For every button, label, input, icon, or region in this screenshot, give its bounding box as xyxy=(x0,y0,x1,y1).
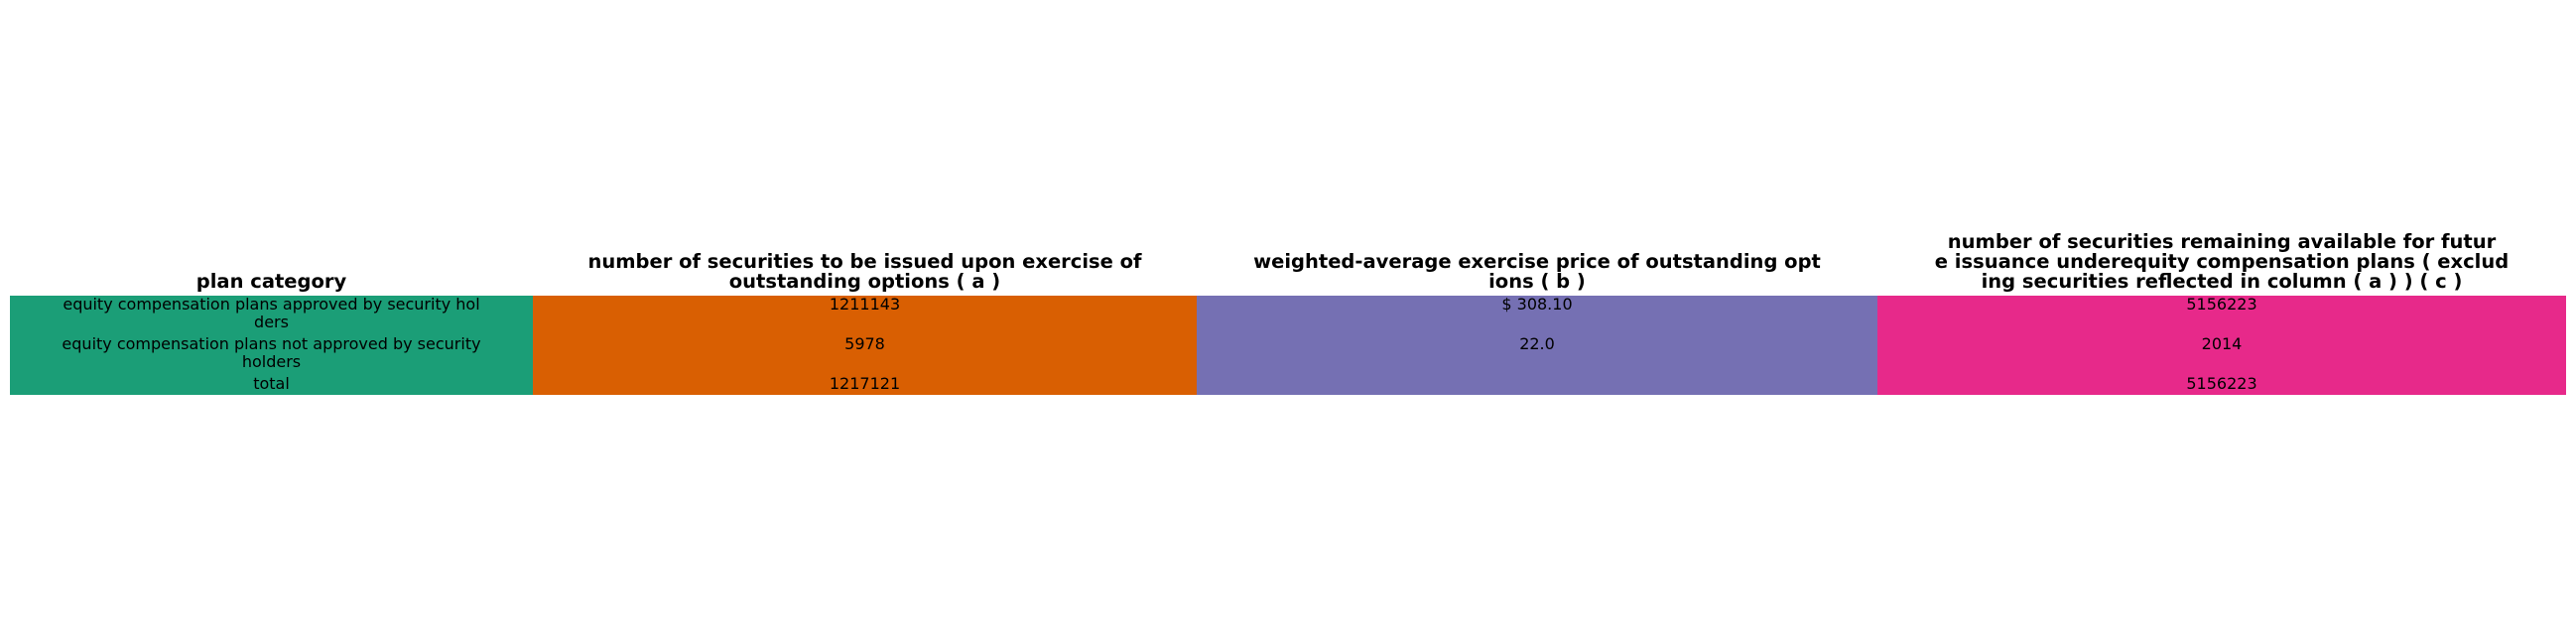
column-securities-remaining: 5156223 2014 5156223 xyxy=(1877,296,2566,395)
column-plan-category: equity compensation plans approved by se… xyxy=(10,296,533,395)
cell-row2-securities-to-be-issued: 5978 xyxy=(844,334,885,353)
header-securities-remaining-label: number of securities remaining available… xyxy=(1934,230,2510,293)
cell-row3-securities-to-be-issued: 1217121 xyxy=(829,374,901,393)
column-securities-to-be-issued: 1211143 5978 1217121 xyxy=(533,296,1197,395)
header-weighted-average-price: weighted-average exercise price of outst… xyxy=(1197,230,1877,296)
header-securities-remaining: number of securities remaining available… xyxy=(1877,230,2566,296)
header-securities-to-be-issued: number of securities to be issued upon e… xyxy=(533,230,1197,296)
column-weighted-average-price: $ 308.10 22.0 xyxy=(1197,296,1877,395)
cell-row2-securities-remaining: 2014 xyxy=(2201,334,2243,353)
header-plan-category: plan category xyxy=(10,230,533,296)
cell-row1-plan-category: equity compensation plans approved by se… xyxy=(63,295,480,331)
cell-row1-securities-remaining: 5156223 xyxy=(2186,295,2257,314)
cell-row3-securities-remaining: 5156223 xyxy=(2186,374,2257,393)
cell-row2-plan-category: equity compensation plans not approved b… xyxy=(62,334,481,371)
cell-row3-plan-category: total xyxy=(253,374,290,393)
cell-row1-securities-to-be-issued: 1211143 xyxy=(829,295,901,314)
header-weighted-average-price-label: weighted-average exercise price of outst… xyxy=(1253,250,1821,293)
header-plan-category-label: plan category xyxy=(195,270,347,293)
header-securities-to-be-issued-label: number of securities to be issued upon e… xyxy=(587,250,1142,293)
cell-row2-weighted-average-price: 22.0 xyxy=(1519,334,1555,353)
cell-row1-weighted-average-price: $ 308.10 xyxy=(1501,295,1573,314)
